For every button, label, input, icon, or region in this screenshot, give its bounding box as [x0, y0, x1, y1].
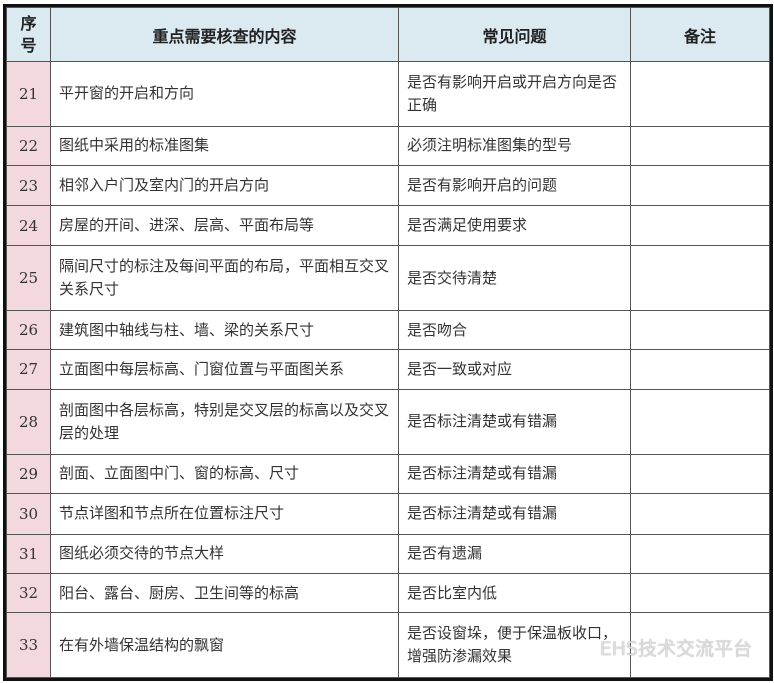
- inspection-table: 序号 重点需要核查的内容 常见问题 备注 21 平开窗的开启和方向 是否有影响开启或…: [6, 7, 770, 678]
- row-remark: [630, 493, 770, 535]
- row-index: 29: [6, 453, 51, 495]
- table-row: 24 房屋的开间、进深、层高、平面布局等 是否满足使用要求: [6, 205, 770, 246]
- row-content: 在有外墙保温结构的飘窗: [50, 612, 399, 678]
- row-content: 建筑图中轴线与柱、墙、梁的关系尺寸: [50, 310, 399, 350]
- row-index: 30: [6, 493, 51, 535]
- header-row: 序号 重点需要核查的内容 常见问题 备注: [6, 7, 770, 62]
- row-issue: 是否标注清楚或有错漏: [398, 389, 631, 455]
- row-remark: [630, 244, 770, 312]
- row-content: 剖面图中各层标高，特别是交叉层的标高以及交叉层的处理: [50, 389, 399, 455]
- table-row: 22 图纸中采用的标准图集 必须注明标准图集的型号: [6, 125, 770, 167]
- row-content: 节点详图和节点所在位置标注尺寸: [50, 493, 399, 535]
- header-issue: 常见问题: [398, 7, 631, 62]
- row-issue: 是否比室内低: [398, 572, 631, 614]
- row-content: 图纸中采用的标准图集: [50, 125, 399, 167]
- row-issue: 是否满足使用要求: [398, 205, 631, 246]
- header-content: 重点需要核查的内容: [50, 7, 399, 62]
- row-remark: [630, 389, 770, 455]
- table-row: 29 剖面、立面图中门、窗的标高、尺寸 是否标注清楚或有错漏: [6, 453, 770, 495]
- row-content: 阳台、露台、厨房、卫生间等的标高: [50, 572, 399, 614]
- row-content: 房屋的开间、进深、层高、平面布局等: [50, 205, 399, 246]
- row-remark: [630, 612, 770, 678]
- row-index: 21: [6, 61, 51, 127]
- row-index: 24: [6, 205, 51, 246]
- table-row: 27 立面图中每层标高、门窗位置与平面图关系 是否一致或对应: [6, 348, 770, 391]
- row-issue: 是否交待清楚: [398, 244, 631, 312]
- row-index: 26: [6, 310, 51, 350]
- table-row: 32 阳台、露台、厨房、卫生间等的标高 是否比室内低: [6, 572, 770, 614]
- row-content: 平开窗的开启和方向: [50, 61, 399, 127]
- header-index: 序号: [6, 7, 51, 62]
- row-remark: [630, 453, 770, 495]
- inspection-table-frame: 序号 重点需要核查的内容 常见问题 备注 21 平开窗的开启和方向 是否有影响开启或…: [3, 4, 773, 681]
- row-remark: [630, 164, 770, 207]
- table-row: 31 图纸必须交待的节点大样 是否有遗漏: [6, 533, 770, 574]
- table-row: 25 隔间尺寸的标注及每间平面的布局，平面相互交叉关系尺寸 是否交待清楚: [6, 244, 770, 312]
- row-issue: 是否一致或对应: [398, 348, 631, 391]
- row-index: 25: [6, 244, 51, 312]
- row-remark: [630, 205, 770, 246]
- row-remark: [630, 125, 770, 167]
- row-index: 28: [6, 389, 51, 455]
- row-content: 图纸必须交待的节点大样: [50, 533, 399, 574]
- row-content: 相邻入户门及室内门的开启方向: [50, 164, 399, 207]
- row-issue: 必须注明标准图集的型号: [398, 125, 631, 167]
- row-remark: [630, 310, 770, 350]
- row-issue: 是否有遗漏: [398, 533, 631, 574]
- row-issue: 是否标注清楚或有错漏: [398, 493, 631, 535]
- row-issue: 是否标注清楚或有错漏: [398, 453, 631, 495]
- row-issue: 是否有影响开启的问题: [398, 164, 631, 207]
- table-row: 28 剖面图中各层标高，特别是交叉层的标高以及交叉层的处理 是否标注清楚或有错漏: [6, 389, 770, 455]
- row-index: 27: [6, 348, 51, 391]
- row-issue: 是否有影响开启或开启方向是否正确: [398, 61, 631, 127]
- row-issue: 是否设窗垛，便于保温板收口，增强防渗漏效果: [398, 612, 631, 678]
- table-row: 23 相邻入户门及室内门的开启方向 是否有影响开启的问题: [6, 164, 770, 207]
- row-remark: [630, 348, 770, 391]
- row-index: 31: [6, 533, 51, 574]
- row-index: 22: [6, 125, 51, 167]
- row-content: 剖面、立面图中门、窗的标高、尺寸: [50, 453, 399, 495]
- row-content: 隔间尺寸的标注及每间平面的布局，平面相互交叉关系尺寸: [50, 244, 399, 312]
- header-remark: 备注: [630, 7, 770, 62]
- table-row: 21 平开窗的开启和方向 是否有影响开启或开启方向是否正确: [6, 61, 770, 127]
- row-index: 32: [6, 572, 51, 614]
- table-row: 30 节点详图和节点所在位置标注尺寸 是否标注清楚或有错漏: [6, 493, 770, 535]
- table-row: 33 在有外墙保温结构的飘窗 是否设窗垛，便于保温板收口，增强防渗漏效果: [6, 612, 770, 678]
- row-remark: [630, 533, 770, 574]
- watermark: EHS技术交流平台: [599, 638, 752, 660]
- row-remark: [630, 61, 770, 127]
- row-content: 立面图中每层标高、门窗位置与平面图关系: [50, 348, 399, 391]
- row-issue: 是否吻合: [398, 310, 631, 350]
- table-row: 26 建筑图中轴线与柱、墙、梁的关系尺寸 是否吻合: [6, 310, 770, 350]
- row-index: 23: [6, 164, 51, 207]
- row-remark: [630, 572, 770, 614]
- row-index: 33: [6, 612, 51, 678]
